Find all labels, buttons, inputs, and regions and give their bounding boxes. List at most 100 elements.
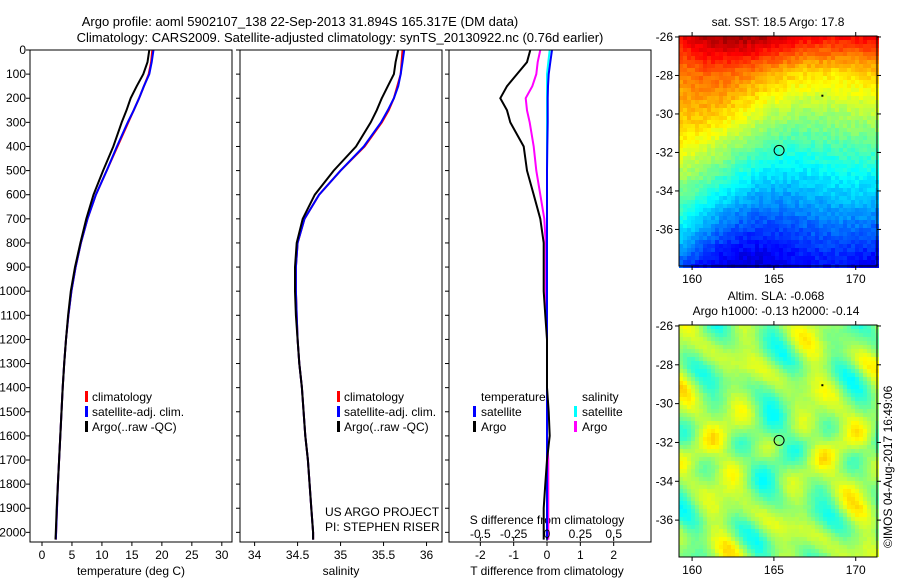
map-cell <box>743 168 747 172</box>
map-cell <box>719 84 723 88</box>
map-cell <box>843 144 847 148</box>
map-cell <box>795 224 799 228</box>
map-cell <box>871 160 875 164</box>
map-cell <box>711 385 715 389</box>
map-cell <box>871 429 875 433</box>
map-cell <box>711 461 715 465</box>
map-cell <box>711 104 715 108</box>
map-cell <box>679 152 683 156</box>
map-cell <box>771 196 775 200</box>
map-cell <box>803 473 807 477</box>
map-cell <box>775 361 779 365</box>
map-cell <box>691 473 695 477</box>
map-cell <box>751 212 755 216</box>
map-cell <box>683 40 687 44</box>
map-cell <box>703 88 707 92</box>
map-cell <box>867 256 871 260</box>
map-cell <box>707 36 711 40</box>
map-cell <box>871 68 875 72</box>
map-cell <box>811 60 815 64</box>
map-cell <box>839 216 843 220</box>
map-cell <box>835 76 839 80</box>
map-cell <box>683 357 687 361</box>
map-cell <box>847 216 851 220</box>
map-cell <box>803 124 807 128</box>
map-cell <box>699 417 703 421</box>
map-cell <box>851 124 855 128</box>
map-cell <box>683 212 687 216</box>
map-cell <box>763 389 767 393</box>
map-cell <box>759 56 763 60</box>
map-cell <box>759 341 763 345</box>
map-cell <box>827 140 831 144</box>
map-cell <box>707 64 711 68</box>
map-cell <box>871 385 875 389</box>
map-cell <box>831 457 835 461</box>
map-cell <box>735 425 739 429</box>
map-cell <box>819 429 823 433</box>
map-cell <box>859 353 863 357</box>
map-cell <box>823 252 827 256</box>
map-cell <box>863 44 867 48</box>
map-cell <box>695 100 699 104</box>
map-cell <box>787 437 791 441</box>
map-cell <box>755 232 759 236</box>
map-cell <box>863 104 867 108</box>
map-cell <box>831 405 835 409</box>
map-cell <box>835 88 839 92</box>
map-cell <box>831 453 835 457</box>
map-cell <box>751 128 755 132</box>
map-cell <box>863 401 867 405</box>
map-cell <box>683 353 687 357</box>
map-cell <box>735 172 739 176</box>
map-cell <box>723 104 727 108</box>
map-cell <box>843 156 847 160</box>
map-cell <box>827 405 831 409</box>
map-cell <box>739 84 743 88</box>
map-cell <box>695 108 699 112</box>
map-cell <box>755 429 759 433</box>
map-cell <box>847 136 851 140</box>
map-cell <box>867 36 871 40</box>
map-cell <box>683 401 687 405</box>
map-cell <box>775 425 779 429</box>
map-cell <box>783 60 787 64</box>
map-cell <box>799 405 803 409</box>
map-cell <box>771 188 775 192</box>
map-cell <box>787 224 791 228</box>
map-cell <box>763 417 767 421</box>
map-cell <box>811 461 815 465</box>
map-cell <box>835 168 839 172</box>
map-cell <box>687 393 691 397</box>
map-cell <box>855 405 859 409</box>
map-cell <box>835 421 839 425</box>
map-cell <box>735 240 739 244</box>
map-cell <box>855 453 859 457</box>
map-cell <box>779 80 783 84</box>
map-cell <box>867 365 871 369</box>
map-cell <box>851 96 855 100</box>
map-cell <box>811 413 815 417</box>
map-cell <box>843 373 847 377</box>
map-cell <box>767 256 771 260</box>
legend-title-temperature: temperature <box>481 390 546 404</box>
map-cell <box>847 64 851 68</box>
map-cell <box>803 381 807 385</box>
map-cell <box>863 413 867 417</box>
map-cell <box>747 76 751 80</box>
map-cell <box>763 236 767 240</box>
map-cell <box>735 377 739 381</box>
map-cell <box>815 389 819 393</box>
map-cell <box>839 144 843 148</box>
map-cell <box>779 345 783 349</box>
map-cell <box>691 248 695 252</box>
map-cell <box>787 36 791 40</box>
map-cell <box>735 473 739 477</box>
map-cell <box>815 44 819 48</box>
map-cell <box>815 425 819 429</box>
map-cell <box>863 160 867 164</box>
map-cell <box>747 421 751 425</box>
map-cell <box>695 365 699 369</box>
map-cell <box>787 345 791 349</box>
map-cell <box>723 453 727 457</box>
